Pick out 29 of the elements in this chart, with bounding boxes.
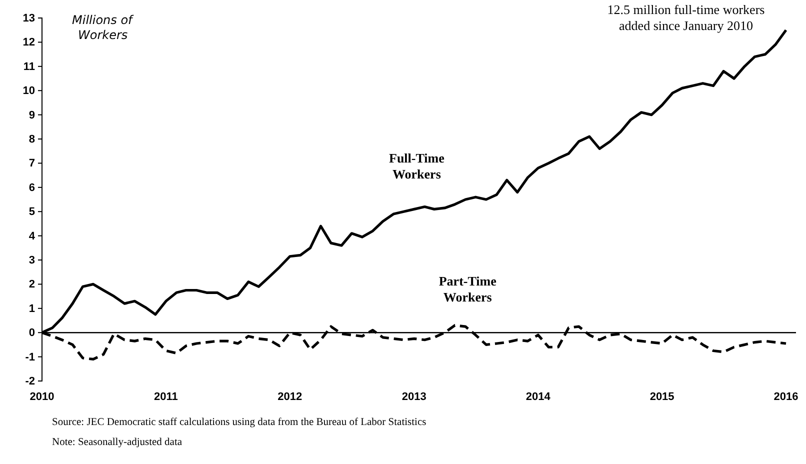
y-tick-label: -1 — [25, 351, 35, 364]
y-tick-label: 12 — [22, 36, 35, 49]
y-tick-label: 3 — [28, 254, 35, 267]
y-tick-label: 13 — [22, 12, 35, 25]
x-tick-label: 2011 — [154, 390, 178, 403]
text: Part-Time Workers — [438, 273, 497, 304]
x-tick-label: 2012 — [278, 390, 302, 403]
y-tick-label: 6 — [28, 182, 35, 194]
y-tick-label: 0 — [28, 327, 35, 340]
y-tick-label: 2 — [28, 278, 35, 291]
y-tick-label: 10 — [22, 85, 35, 98]
x-tick-label: 2010 — [30, 390, 54, 403]
x-tick-label: 2015 — [650, 390, 674, 403]
y-tick-label: 7 — [28, 158, 35, 170]
annotation: 12.5 million full-time workers added since January 2010 — [607, 2, 765, 34]
x-tick-label: 2016 — [774, 390, 798, 403]
y-axis-title: Millions of Workers — [72, 13, 134, 42]
y-tick-label: 1 — [28, 302, 35, 315]
text: Note: Seasonally-adjusted data — [52, 437, 182, 448]
y-tick-label: 4 — [28, 230, 36, 242]
y-tick-label: 9 — [28, 109, 35, 122]
y-tick-label: 11 — [23, 60, 35, 73]
x-tick-label: 2014 — [526, 390, 552, 403]
x-tick-label: 2013 — [402, 390, 426, 403]
y-tick-label: -2 — [25, 376, 35, 388]
y-tick-label: 8 — [28, 134, 35, 146]
series-label: Full-Time Workers — [389, 150, 445, 182]
source-note: Source: JEC Democratic staff calculations using data from the Bureau of Labor Statistics — [52, 417, 426, 428]
y-tick-label: 5 — [28, 206, 35, 218]
